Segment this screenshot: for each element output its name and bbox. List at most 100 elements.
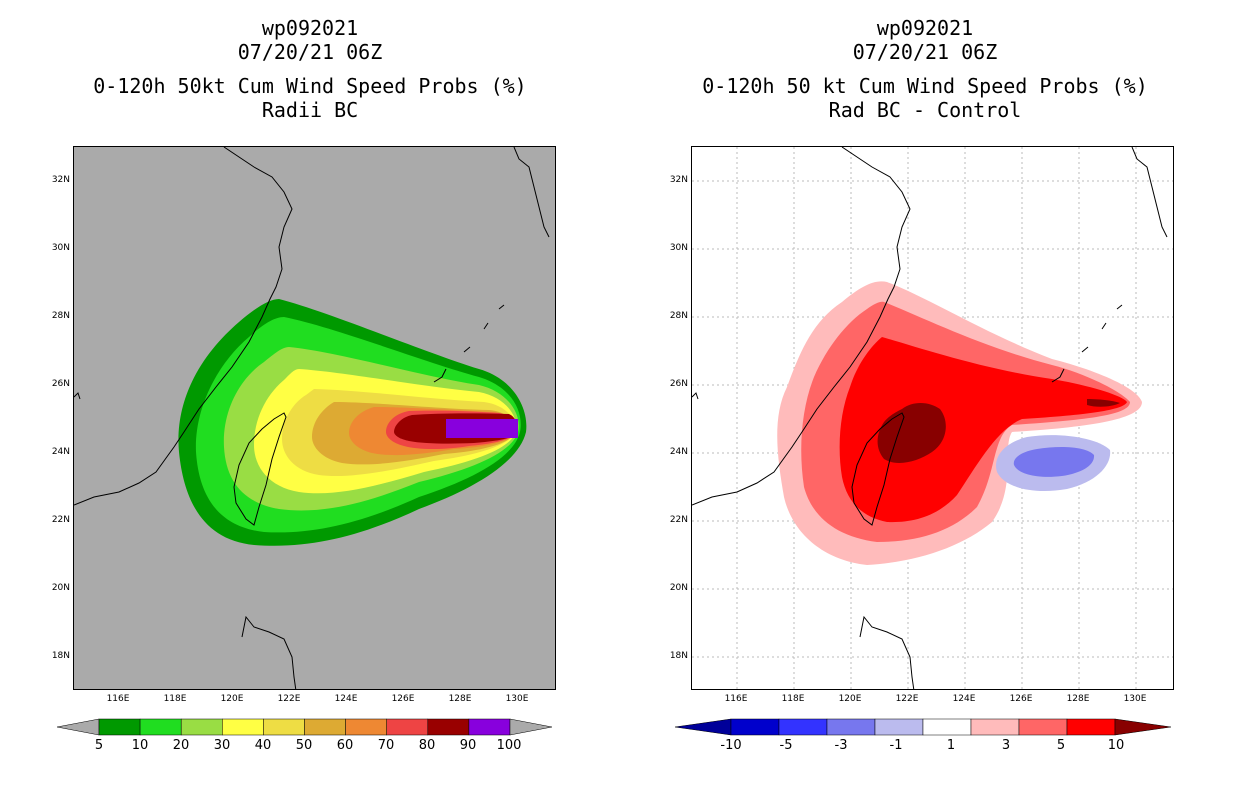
colorbar-cell <box>778 718 828 736</box>
colorbar-label: 10 <box>131 738 149 753</box>
colorbar-high-end <box>1114 718 1172 736</box>
lat-label: 24N <box>669 447 688 457</box>
colorbar-cell <box>427 718 470 736</box>
china-coast <box>74 147 293 506</box>
lon-label: 116E <box>106 694 130 704</box>
lon-label: 130E <box>1123 694 1147 704</box>
probability-contours <box>178 299 527 546</box>
lon-label: 122E <box>277 694 301 704</box>
lon-label: 130E <box>505 694 529 704</box>
datetime: 07/20/21 06Z <box>237 40 383 64</box>
lon-label: 118E <box>163 694 187 704</box>
left-map-panel <box>73 146 556 690</box>
korea-japan-coast <box>513 147 550 238</box>
lon-label: 126E <box>391 694 415 704</box>
taiwan-coast <box>851 412 905 526</box>
colorbar-cell <box>304 718 346 736</box>
colorbar-cell <box>468 718 511 736</box>
right-title-block: wp092021 07/20/21 06Z 0-120h 50 kt Cum W… <box>675 16 1175 122</box>
lat-label: 22N <box>51 515 70 525</box>
right-map-panel <box>691 146 1174 690</box>
contour-pos-10-b <box>1087 399 1120 407</box>
ryukyu-islands <box>1051 304 1123 383</box>
colorbar-low-end <box>675 718 732 736</box>
storm-id: wp092021 <box>261 16 359 40</box>
left-title-block: wp092021 07/20/21 06Z 0-120h 50kt Cum Wi… <box>60 16 560 122</box>
colorbar-label: -3 <box>834 738 848 753</box>
colorbar-label: 40 <box>254 738 272 753</box>
colorbar-label: -10 <box>720 738 742 753</box>
colorbar-label: -5 <box>779 738 793 753</box>
colorbar-label: 90 <box>459 738 477 753</box>
lon-label: 116E <box>724 694 748 704</box>
lon-label: 124E <box>952 694 976 704</box>
difference-contours <box>777 281 1142 565</box>
lat-label: 28N <box>669 311 688 321</box>
colorbar-cell <box>730 718 780 736</box>
colorbar-label: 70 <box>377 738 395 753</box>
colorbar-label: 3 <box>1001 738 1011 753</box>
colorbar-cell <box>222 718 264 736</box>
lon-label: 120E <box>220 694 244 704</box>
lat-label: 30N <box>51 243 70 253</box>
colorbar-cell <box>1018 718 1068 736</box>
colorbar-cell <box>386 718 429 736</box>
colorbar-cell <box>345 718 387 736</box>
ryukyu-islands <box>433 304 505 383</box>
lat-label: 26N <box>669 379 688 389</box>
lat-label: 18N <box>669 651 688 661</box>
lon-label: 124E <box>334 694 358 704</box>
hainan-stub <box>74 392 81 400</box>
right-colorbar <box>675 718 1172 736</box>
lat-label: 32N <box>51 175 70 185</box>
colorbar-low-end <box>57 718 100 736</box>
coastlines <box>692 147 1168 689</box>
product-title: 0-120h 50kt Cum Wind Speed Probs (%) <box>93 74 527 98</box>
colorbar-cell <box>1066 718 1116 736</box>
china-coast <box>692 147 911 506</box>
product-subtitle: Rad BC - Control <box>828 98 1022 122</box>
taiwan-coast <box>233 412 287 526</box>
colorbar-cell <box>826 718 876 736</box>
colorbar-label: 1 <box>946 738 956 753</box>
contour-90 <box>446 419 518 438</box>
colorbar-cell <box>98 718 141 736</box>
left-colorbar <box>57 718 553 736</box>
colorbar-cell <box>180 718 223 736</box>
colorbar-cell <box>922 718 972 736</box>
lon-label: 120E <box>838 694 862 704</box>
korea-japan-coast <box>1131 147 1168 238</box>
lon-label: 128E <box>1066 694 1090 704</box>
lon-label: 118E <box>781 694 805 704</box>
lat-label: 18N <box>51 651 70 661</box>
colorbar-cells <box>730 718 1116 736</box>
lon-label: 128E <box>448 694 472 704</box>
colorbar-label: 100 <box>496 738 522 753</box>
colorbar-label: 20 <box>172 738 190 753</box>
colorbar-high-end <box>509 718 553 736</box>
lat-label: 22N <box>669 515 688 525</box>
contour-pos-5 <box>839 337 1127 523</box>
right-map-svg <box>692 147 1173 689</box>
storm-id: wp092021 <box>876 16 974 40</box>
lat-label: 20N <box>51 583 70 593</box>
philippines-coast <box>859 615 915 689</box>
colorbar-cells <box>98 718 511 736</box>
colorbar-label: 5 <box>1056 738 1066 753</box>
lon-label: 126E <box>1009 694 1033 704</box>
datetime: 07/20/21 06Z <box>852 40 998 64</box>
colorbar-label: 5 <box>94 738 104 753</box>
colorbar-cell <box>970 718 1020 736</box>
colorbar-cell <box>874 718 924 736</box>
colorbar-label: 80 <box>418 738 436 753</box>
lat-label: 20N <box>669 583 688 593</box>
left-map-svg <box>74 147 550 689</box>
product-title: 0-120h 50 kt Cum Wind Speed Probs (%) <box>702 74 1148 98</box>
colorbar-label: 60 <box>336 738 354 753</box>
lat-label: 32N <box>669 175 688 185</box>
colorbar-label: -1 <box>889 738 903 753</box>
colorbar-label: 10 <box>1107 738 1125 753</box>
colorbar-cell <box>139 718 182 736</box>
colorbar-label: 50 <box>295 738 313 753</box>
product-subtitle: Radii BC <box>261 98 359 122</box>
